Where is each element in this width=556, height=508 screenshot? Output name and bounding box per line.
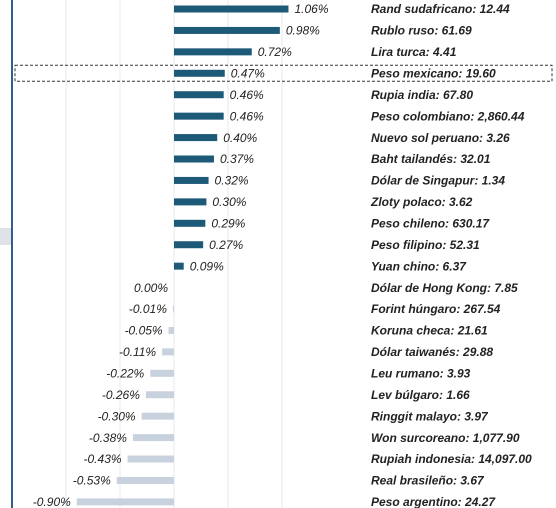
bar xyxy=(174,219,206,227)
value-label: 0.30% xyxy=(212,195,246,209)
value-label: -0.38% xyxy=(89,431,127,445)
bar xyxy=(174,5,289,13)
value-label: 0.40% xyxy=(223,131,257,145)
value-label: 1.06% xyxy=(294,2,328,16)
value-label: -0.90% xyxy=(33,495,71,508)
category-label: Zloty polaco: 3.62 xyxy=(370,195,473,209)
category-label: Peso colombiano: 2,860.44 xyxy=(371,109,525,123)
value-label: -0.05% xyxy=(125,324,163,338)
bar xyxy=(174,241,204,249)
value-label: -0.22% xyxy=(106,366,144,380)
bar xyxy=(174,198,207,206)
value-label: 0.46% xyxy=(230,109,264,123)
bar xyxy=(174,91,224,99)
category-label: Peso filipino: 52.31 xyxy=(371,238,480,252)
category-label: Rupiah indonesia: 14,097.00 xyxy=(371,452,532,466)
category-label: Peso argentino: 24.27 xyxy=(371,495,496,508)
frame-tab xyxy=(0,228,12,245)
bar xyxy=(132,434,174,442)
value-label: -0.11% xyxy=(119,345,156,359)
category-label: Rand sudafricano: 12.44 xyxy=(371,2,510,16)
bar xyxy=(174,155,214,163)
category-label: Yuan chino: 6.37 xyxy=(371,259,467,273)
value-label: 0.09% xyxy=(190,259,224,273)
bar xyxy=(127,455,174,463)
category-label: Dólar de Hong Kong: 7.85 xyxy=(371,281,518,295)
value-label: -0.01% xyxy=(129,302,167,316)
category-label: Nuevo sol peruano: 3.26 xyxy=(371,131,510,145)
category-label: Real brasileño: 3.67 xyxy=(371,474,485,488)
bar xyxy=(174,112,224,120)
value-label: 0.37% xyxy=(220,152,254,166)
bar xyxy=(145,391,174,399)
bar xyxy=(76,498,174,506)
category-label: Ringgit malayo: 3.97 xyxy=(371,409,489,423)
bar xyxy=(172,305,174,313)
value-label: -0.53% xyxy=(73,474,111,488)
value-label: 0.00% xyxy=(134,281,168,295)
bar xyxy=(174,262,184,270)
category-label: Rupia india: 67.80 xyxy=(371,88,473,102)
category-label: Dólar taiwanés: 29.88 xyxy=(371,345,493,359)
bar xyxy=(150,369,174,377)
value-label: 0.72% xyxy=(258,45,292,59)
category-label: Rublo ruso: 61.69 xyxy=(371,24,472,38)
bar xyxy=(174,176,209,184)
category-label: Lev búlgaro: 1.66 xyxy=(371,388,470,402)
value-label: 0.46% xyxy=(230,88,264,102)
value-label: 0.27% xyxy=(209,238,243,252)
bar xyxy=(174,134,218,142)
category-label: Dólar de Singapur: 1.34 xyxy=(371,174,505,188)
value-label: 0.98% xyxy=(286,24,320,38)
bar xyxy=(162,348,174,356)
value-label: -0.43% xyxy=(84,452,122,466)
value-label: -0.26% xyxy=(102,388,140,402)
value-label: 0.32% xyxy=(215,174,249,188)
bar xyxy=(168,326,174,334)
bar xyxy=(174,26,280,34)
value-label: 0.47% xyxy=(231,66,265,80)
category-label: Leu rumano: 3.93 xyxy=(371,366,471,380)
highlight-box xyxy=(14,64,553,82)
bar xyxy=(141,412,174,420)
category-label: Peso mexicano: 19.60 xyxy=(371,66,496,80)
value-label: 0.29% xyxy=(211,216,245,230)
value-label: -0.30% xyxy=(98,409,136,423)
category-label: Won surcoreano: 1,077.90 xyxy=(371,431,520,445)
category-label: Koruna checa: 21.61 xyxy=(371,324,488,338)
bar xyxy=(116,476,174,484)
category-label: Lira turca: 4.41 xyxy=(371,45,457,59)
bar xyxy=(174,48,252,56)
bar xyxy=(174,69,225,77)
category-label: Baht tailandés: 32.01 xyxy=(371,152,491,166)
category-label: Forint húngaro: 267.54 xyxy=(371,302,501,316)
category-label: Peso chileno: 630.17 xyxy=(371,216,490,230)
